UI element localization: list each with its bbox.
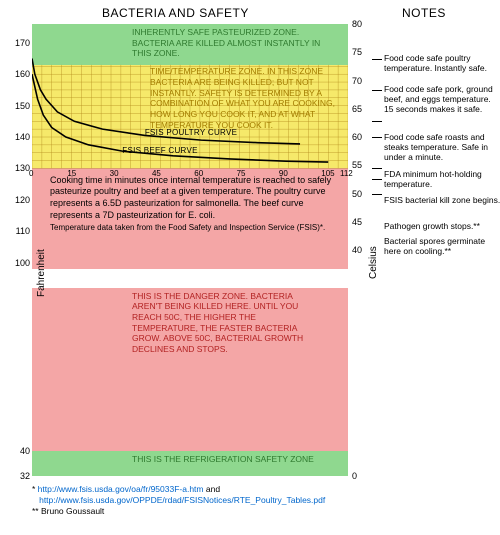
side-note-0: Food code safe poultry temperature. Inst… <box>384 53 500 73</box>
note-tick-1 <box>372 90 382 91</box>
footnote-and: and <box>204 484 221 494</box>
f-tick-170: 170 <box>10 38 30 48</box>
zone-text-inherently-safe: INHERENTLY SAFE PASTEURIZED ZONE. BACTER… <box>132 27 322 59</box>
side-note-4: FSIS bacterial kill zone begins. <box>384 195 500 205</box>
c-tick-80: 80 <box>352 19 362 29</box>
c-tick-65: 65 <box>352 104 362 114</box>
title-notes: NOTES <box>402 6 446 20</box>
note-tick-4 <box>372 168 382 169</box>
axis-label-f: Fahrenheit <box>36 237 47 297</box>
footnote-dblstar: ** Bruno Goussault <box>32 506 104 516</box>
t-tick-112: 112 <box>340 169 353 178</box>
note-tick-6 <box>372 194 382 195</box>
t-tick-30: 30 <box>110 169 119 178</box>
f-tick-40: 40 <box>10 446 30 456</box>
side-note-2: Food code safe roasts and steaks tempera… <box>384 132 500 163</box>
note-tick-2 <box>372 121 382 122</box>
c-tick-70: 70 <box>352 76 362 86</box>
f-tick-120: 120 <box>10 195 30 205</box>
t-tick-15: 15 <box>67 169 76 178</box>
c-tick-40: 40 <box>352 245 362 255</box>
footnote-link-2[interactable]: http://www.fsis.usda.gov/OPPDE/rdad/FSIS… <box>39 495 325 505</box>
note-tick-0 <box>372 59 382 60</box>
t-tick-75: 75 <box>237 169 246 178</box>
f-tick-160: 160 <box>10 69 30 79</box>
footnotes: * http://www.fsis.usda.gov/oa/fr/95033F-… <box>32 484 472 517</box>
c-tick-55: 55 <box>352 160 362 170</box>
c-tick-75: 75 <box>352 47 362 57</box>
f-tick-130: 130 <box>10 163 30 173</box>
t-tick-60: 60 <box>194 169 203 178</box>
f-tick-100: 100 <box>10 258 30 268</box>
side-note-5: Pathogen growth stops.** <box>384 221 500 231</box>
c-tick-60: 60 <box>352 132 362 142</box>
chart-area: FSIS POULTRY CURVEFSIS BEEF CURVEINHEREN… <box>32 24 348 476</box>
zone-text-explain: Cooking time in minutes once internal te… <box>50 175 340 222</box>
t-tick-45: 45 <box>152 169 161 178</box>
zone-text-refrigeration: THIS IS THE REFRIGERATION SAFETY ZONE <box>132 454 332 465</box>
zone-text-danger: THIS IS THE DANGER ZONE. BACTERIA AREN'T… <box>132 291 322 355</box>
zone-text-time-temp: TIME/TEMPERATURE ZONE. IN THIS ZONE BACT… <box>150 66 345 130</box>
f-tick-150: 150 <box>10 101 30 111</box>
zone-text-explain-source: Temperature data taken from the Food Saf… <box>50 223 350 233</box>
note-tick-5 <box>372 179 382 180</box>
c-tick-45: 45 <box>352 217 362 227</box>
side-note-1: Food code safe pork, ground beef, and eg… <box>384 84 500 115</box>
t-tick-105: 105 <box>321 169 334 178</box>
side-note-6: Bacterial spores germinate here on cooli… <box>384 236 500 256</box>
f-tick-32: 32 <box>10 471 30 481</box>
c-tick-50: 50 <box>352 189 362 199</box>
curve-label-beef: FSIS BEEF CURVE <box>122 146 197 155</box>
side-note-3: FDA minimum hot-holding temperature. <box>384 169 500 189</box>
f-tick-140: 140 <box>10 132 30 142</box>
f-tick-110: 110 <box>10 226 30 236</box>
axis-label-c: Celsius <box>368 239 379 279</box>
title-main: BACTERIA AND SAFETY <box>102 6 249 20</box>
c-tick-0: 0 <box>352 471 357 481</box>
note-tick-3 <box>372 137 382 138</box>
t-tick-90: 90 <box>279 169 288 178</box>
footnote-link-1[interactable]: http://www.fsis.usda.gov/oa/fr/95033F-a.… <box>38 484 204 494</box>
